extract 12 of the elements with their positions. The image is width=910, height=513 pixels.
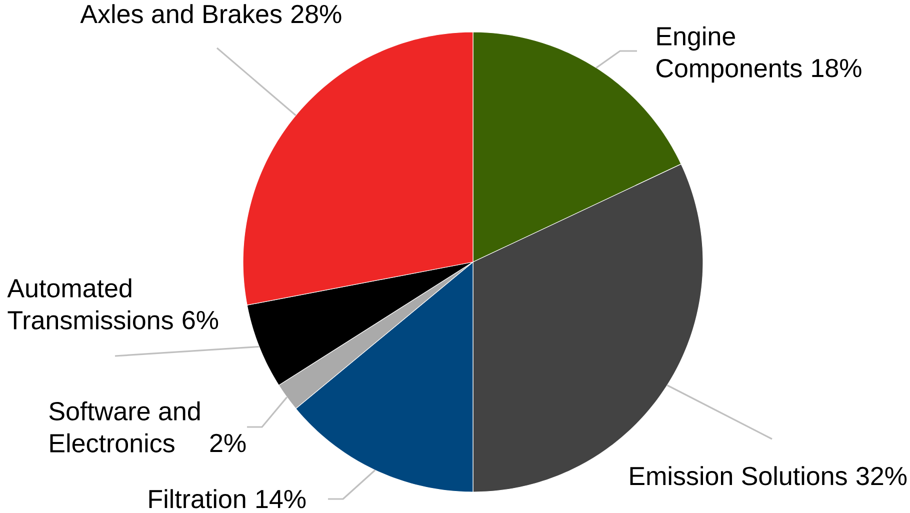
slice-label: Emission Solutions (630, 466, 847, 486)
data-label: 6% (182, 310, 218, 330)
data-label: 18% (812, 58, 862, 78)
data-label: 14% (256, 490, 306, 508)
slice-label: Axles and Brakes (80, 4, 282, 24)
data-label: 2% (210, 434, 246, 452)
slice-label: Engine Components (656, 26, 802, 83)
slice-label: Automated Transmissions (7, 278, 173, 330)
slice-label: Software and Electronics (49, 401, 200, 452)
data-label: 28% (291, 4, 342, 24)
slice-label: Filtration (149, 489, 246, 508)
data-label: 32% (856, 466, 907, 486)
